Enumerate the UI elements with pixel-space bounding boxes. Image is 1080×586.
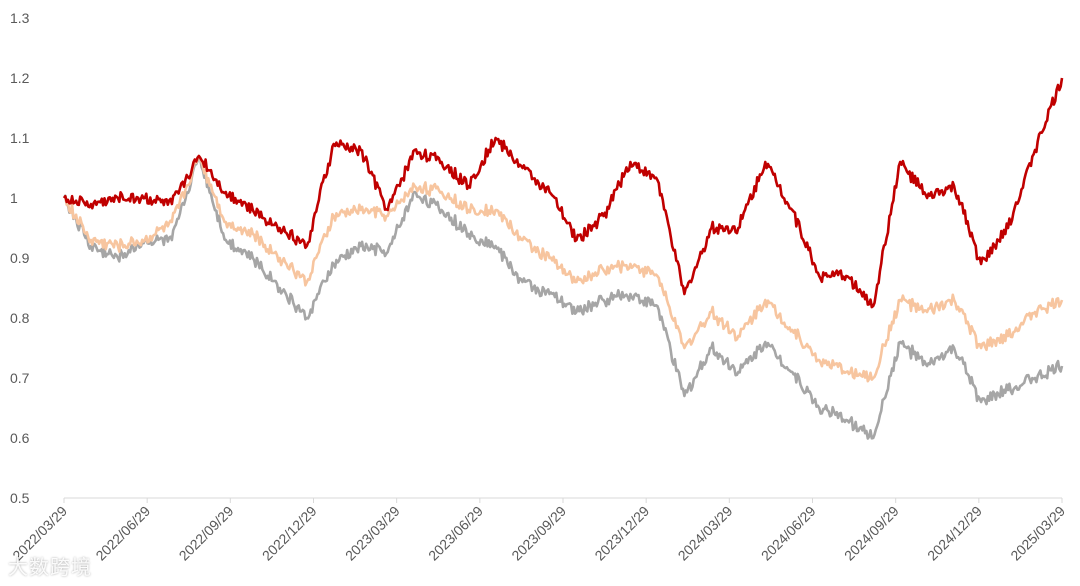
y-axis-ticks: 0.5 0.6 0.7 0.8 0.9 1 1.1 1.2 1.3 [10, 10, 30, 506]
chart-series-group [62, 77, 1064, 440]
x-axis-ticks: 2022/03/29 2022/06/29 2022/09/29 2022/12/29… [9, 498, 1068, 564]
y-tick-label: 0.7 [10, 370, 30, 386]
y-tick-label: 0.6 [10, 430, 30, 446]
series-line-2 [63, 154, 1064, 383]
x-tick-label: 2022/09/29 [176, 503, 237, 564]
y-tick-label: 0.8 [10, 310, 30, 326]
x-tick-label: 2024/12/29 [924, 503, 985, 564]
x-tick-label: 2022/06/29 [92, 503, 153, 564]
x-tick-label: 2022/12/29 [259, 503, 320, 564]
x-tick-label: 2024/03/29 [675, 503, 736, 564]
x-tick-label: 2025/03/29 [1007, 503, 1068, 564]
x-tick-label: 2023/03/29 [342, 503, 403, 564]
series-line-3 [62, 154, 1064, 440]
y-tick-label: 0.5 [10, 490, 30, 506]
watermark-text: 大数跨境 [8, 557, 92, 579]
x-tick-label: 2024/09/29 [841, 503, 902, 564]
series-line-1 [62, 77, 1064, 309]
y-tick-label: 0.9 [10, 250, 30, 266]
x-tick-label: 2024/06/29 [758, 503, 819, 564]
y-tick-label: 1 [10, 190, 18, 206]
x-tick-label: 2023/09/29 [508, 503, 569, 564]
y-tick-label: 1.2 [10, 70, 30, 86]
y-tick-label: 1.3 [10, 10, 30, 26]
x-tick-label: 2023/06/29 [425, 503, 486, 564]
y-tick-label: 1.1 [10, 130, 30, 146]
x-tick-label: 2023/12/29 [591, 503, 652, 564]
